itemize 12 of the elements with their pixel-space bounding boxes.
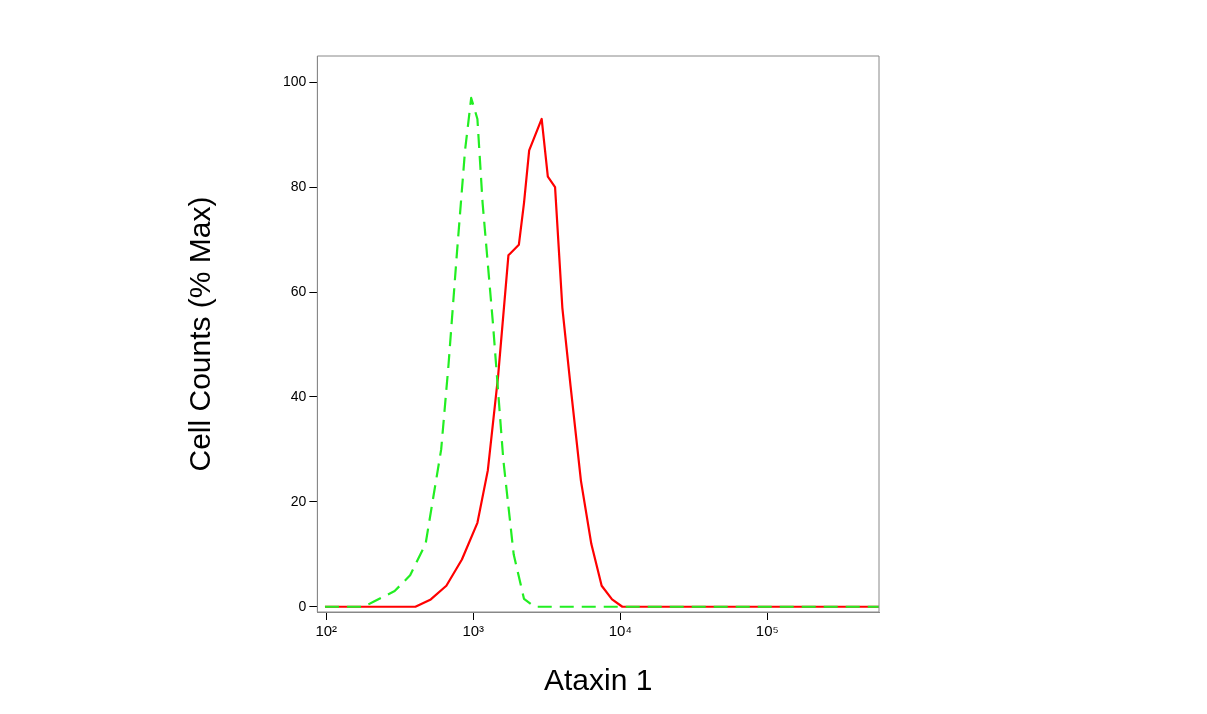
y-tick-label: 20 bbox=[290, 492, 307, 509]
y-tick-label: 100 bbox=[283, 73, 307, 90]
y-tick-label: 0 bbox=[298, 597, 307, 614]
y-axis-title: Cell Counts (% Max) bbox=[183, 196, 217, 472]
y-tick-label: 60 bbox=[290, 282, 307, 299]
y-tick-label: 40 bbox=[290, 387, 307, 404]
x-tick-label: 10⁵ bbox=[755, 622, 779, 640]
x-tick-label: 10⁴ bbox=[608, 622, 632, 640]
x-tick-label: 10² bbox=[315, 622, 338, 640]
x-tick-label: 10³ bbox=[462, 622, 485, 640]
x-axis-title: Ataxin 1 bbox=[543, 663, 653, 697]
y-tick-label: 80 bbox=[290, 177, 307, 194]
